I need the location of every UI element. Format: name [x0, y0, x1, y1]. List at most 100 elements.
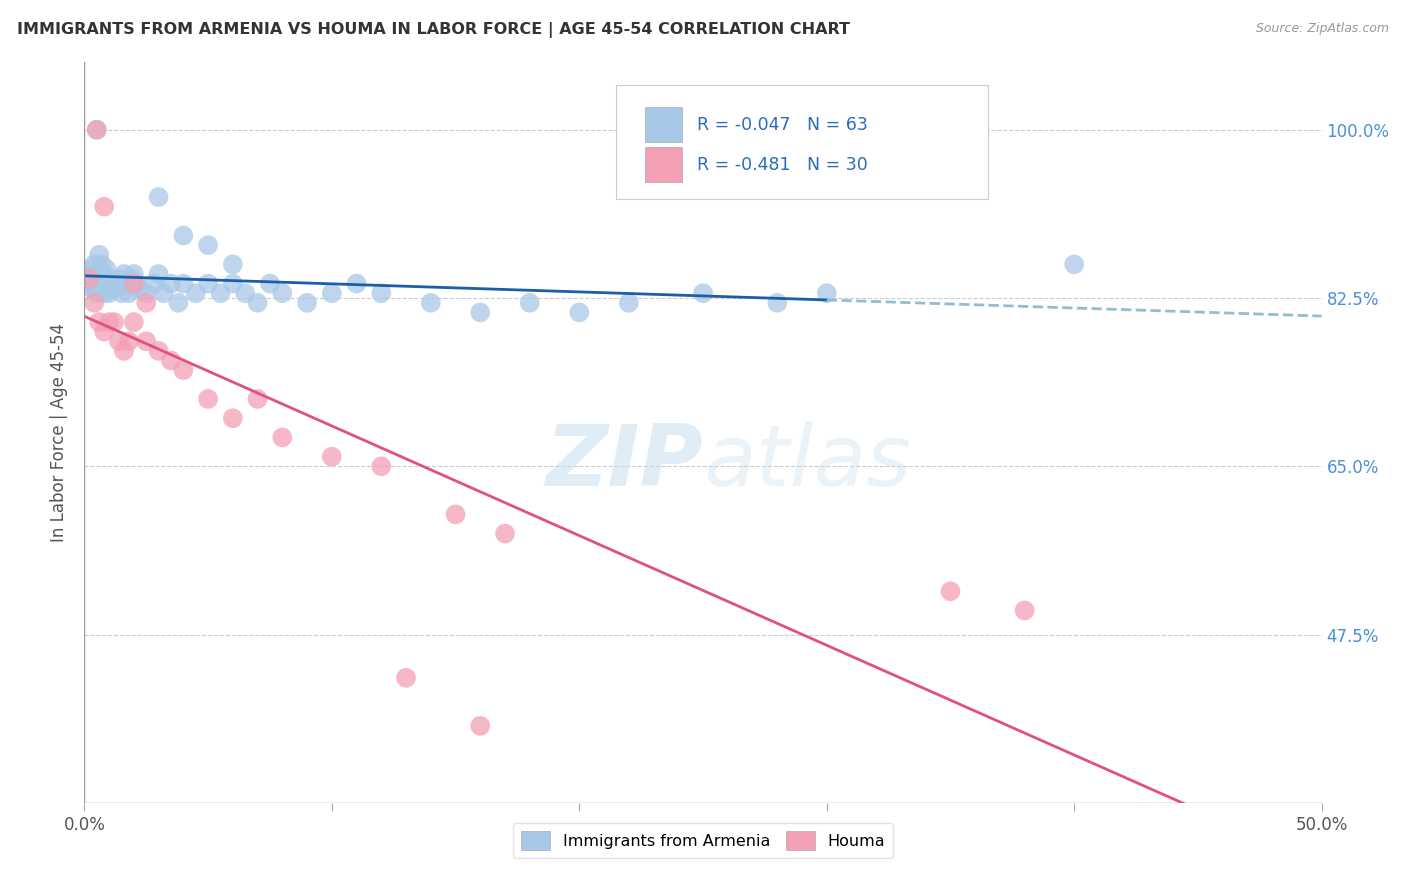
Point: [96, 262, 118, 277]
Point: [86, 122, 108, 136]
Point: [118, 286, 141, 301]
Point: [395, 671, 418, 685]
Point: [135, 295, 157, 310]
Point: [115, 277, 138, 291]
Point: [617, 295, 640, 310]
Point: [271, 286, 294, 301]
FancyBboxPatch shape: [645, 147, 682, 182]
Point: [90, 257, 112, 271]
Point: [103, 315, 125, 329]
Point: [128, 281, 150, 295]
Point: [93, 267, 115, 281]
Point: [271, 430, 294, 444]
Point: [172, 228, 194, 243]
Point: [89, 315, 111, 329]
Point: [112, 343, 135, 358]
Text: IMMIGRANTS FROM ARMENIA VS HOUMA IN LABOR FORCE | AGE 45-54 CORRELATION CHART: IMMIGRANTS FROM ARMENIA VS HOUMA IN LABO…: [17, 22, 849, 38]
Point: [519, 295, 541, 310]
Point: [197, 238, 219, 252]
Point: [98, 286, 121, 301]
Point: [103, 281, 125, 295]
Point: [142, 277, 165, 291]
Point: [93, 286, 115, 301]
Point: [370, 286, 392, 301]
Point: [470, 719, 492, 733]
Point: [110, 286, 132, 301]
Point: [93, 325, 115, 339]
Point: [89, 272, 111, 286]
Point: [370, 459, 392, 474]
Point: [167, 295, 190, 310]
Point: [118, 334, 141, 349]
Point: [295, 295, 318, 310]
Point: [692, 286, 714, 301]
Point: [172, 277, 194, 291]
Point: [815, 286, 838, 301]
Point: [233, 286, 256, 301]
Point: [86, 286, 108, 301]
Text: R = -0.047   N = 63: R = -0.047 N = 63: [697, 116, 868, 134]
Point: [89, 248, 111, 262]
Point: [148, 343, 170, 358]
Point: [222, 277, 245, 291]
Point: [79, 272, 101, 286]
Point: [135, 286, 157, 301]
Point: [419, 295, 441, 310]
Point: [122, 315, 145, 329]
FancyBboxPatch shape: [616, 85, 987, 200]
Point: [470, 305, 492, 319]
Point: [90, 277, 112, 291]
Point: [86, 267, 108, 281]
Point: [184, 286, 207, 301]
Point: [209, 286, 232, 301]
Point: [98, 272, 121, 286]
Point: [122, 277, 145, 291]
Point: [100, 277, 122, 291]
Point: [939, 584, 962, 599]
Point: [568, 305, 591, 319]
Point: [80, 262, 103, 277]
FancyBboxPatch shape: [645, 107, 682, 143]
Point: [125, 277, 148, 291]
Point: [148, 190, 170, 204]
Point: [122, 267, 145, 281]
Text: ZIP: ZIP: [546, 421, 703, 504]
Point: [160, 353, 183, 368]
Y-axis label: In Labor Force | Age 45-54: In Labor Force | Age 45-54: [51, 323, 69, 542]
Point: [766, 295, 789, 310]
Point: [444, 508, 467, 522]
Point: [98, 315, 121, 329]
Legend: Immigrants from Armenia, Houma: Immigrants from Armenia, Houma: [513, 823, 893, 858]
Text: Source: ZipAtlas.com: Source: ZipAtlas.com: [1256, 22, 1389, 36]
Point: [83, 257, 105, 271]
Point: [152, 286, 174, 301]
Point: [148, 267, 170, 281]
Point: [160, 277, 183, 291]
Point: [1014, 603, 1036, 617]
Point: [135, 334, 157, 349]
Point: [108, 272, 131, 286]
Point: [83, 277, 105, 291]
Point: [1063, 257, 1085, 271]
Text: atlas: atlas: [703, 421, 911, 504]
Point: [79, 272, 101, 286]
Point: [197, 277, 219, 291]
Point: [80, 281, 103, 295]
Point: [112, 267, 135, 281]
Point: [83, 295, 105, 310]
Point: [96, 272, 118, 286]
Point: [76, 277, 98, 291]
Point: [172, 363, 194, 377]
Point: [93, 200, 115, 214]
Point: [321, 286, 343, 301]
Text: R = -0.481   N = 30: R = -0.481 N = 30: [697, 155, 868, 174]
Point: [105, 277, 128, 291]
Point: [494, 526, 516, 541]
Point: [222, 411, 245, 425]
Point: [346, 277, 368, 291]
Point: [222, 257, 245, 271]
Point: [120, 272, 142, 286]
Point: [259, 277, 281, 291]
Point: [86, 122, 108, 136]
Point: [108, 334, 131, 349]
